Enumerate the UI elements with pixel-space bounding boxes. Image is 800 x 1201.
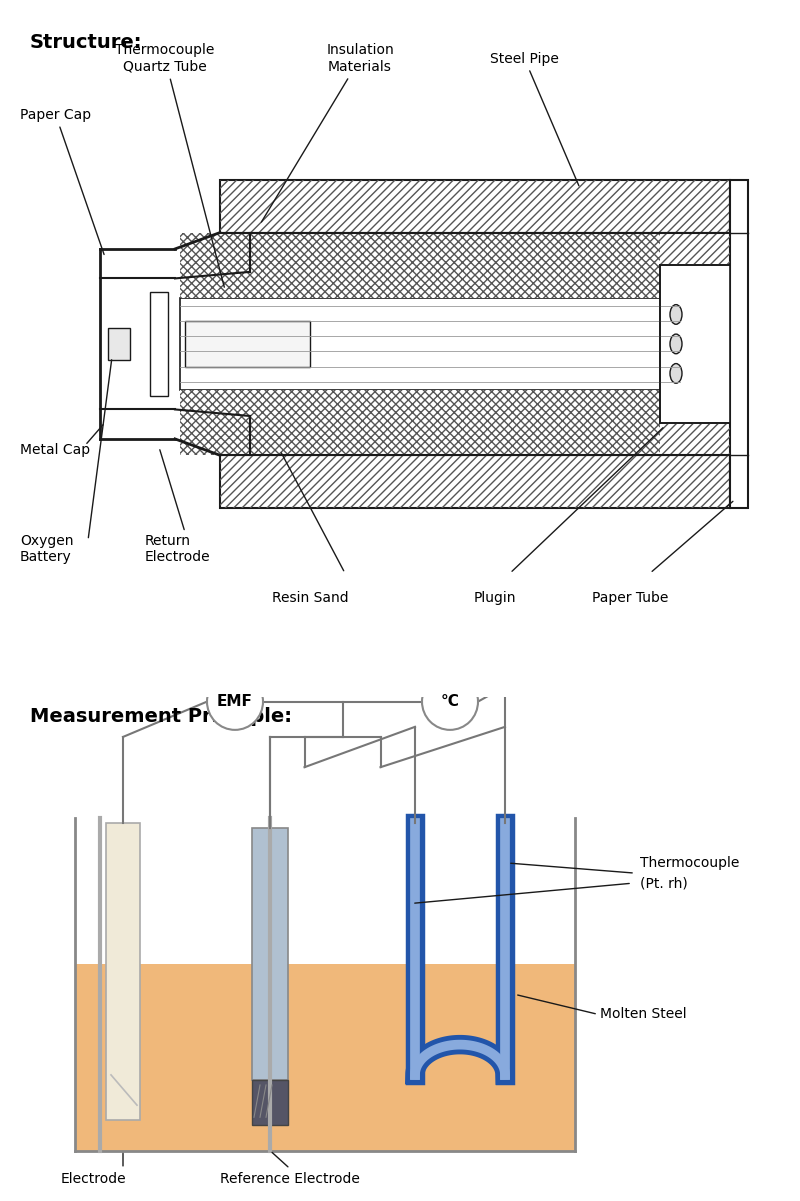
Bar	[106, 823, 140, 1121]
Bar	[180, 233, 660, 298]
Text: Thermocouple
Quartz Tube: Thermocouple Quartz Tube	[115, 43, 224, 287]
Bar	[100, 279, 175, 410]
Text: Plugin: Plugin	[474, 591, 516, 605]
Text: Electrode: Electrode	[60, 1172, 126, 1185]
Circle shape	[670, 334, 682, 354]
Bar	[220, 180, 730, 233]
Text: Measurement Principle:: Measurement Principle:	[30, 706, 292, 725]
Bar	[660, 423, 730, 455]
Text: Return
Electrode: Return Electrode	[145, 533, 210, 563]
Circle shape	[670, 364, 682, 383]
Circle shape	[670, 305, 682, 324]
Bar	[185, 321, 310, 366]
Bar	[180, 390, 660, 455]
Text: Paper Tube: Paper Tube	[592, 591, 668, 605]
Text: Paper Cap: Paper Cap	[20, 108, 104, 255]
Text: EMF: EMF	[217, 694, 253, 709]
Bar	[180, 298, 680, 390]
Bar	[180, 390, 660, 455]
Bar	[660, 233, 730, 265]
Circle shape	[422, 674, 478, 730]
Bar	[220, 233, 730, 455]
Text: Molten Steel: Molten Steel	[600, 1008, 686, 1021]
Bar	[252, 827, 288, 1080]
Bar	[220, 455, 730, 508]
Bar	[108, 328, 130, 360]
Bar	[180, 233, 660, 298]
Text: °C: °C	[441, 694, 459, 709]
Text: Reference Electrode: Reference Electrode	[220, 1172, 360, 1185]
Text: Insulation
Materials: Insulation Materials	[262, 43, 394, 222]
Bar	[220, 180, 730, 233]
Text: Structure:: Structure:	[30, 32, 142, 52]
Bar	[75, 964, 575, 1151]
Text: (Pt. rh): (Pt. rh)	[640, 877, 688, 890]
Text: Resin Sand: Resin Sand	[272, 591, 348, 605]
Bar	[660, 265, 730, 423]
Text: Thermocouple: Thermocouple	[640, 856, 739, 870]
Bar	[730, 180, 748, 508]
Circle shape	[207, 674, 263, 730]
Text: Metal Cap: Metal Cap	[20, 443, 90, 458]
Bar	[150, 292, 168, 396]
Bar	[220, 455, 730, 508]
Text: Oxygen
Battery: Oxygen Battery	[20, 533, 74, 563]
Bar	[252, 1080, 288, 1125]
Text: Steel Pipe: Steel Pipe	[490, 52, 579, 186]
